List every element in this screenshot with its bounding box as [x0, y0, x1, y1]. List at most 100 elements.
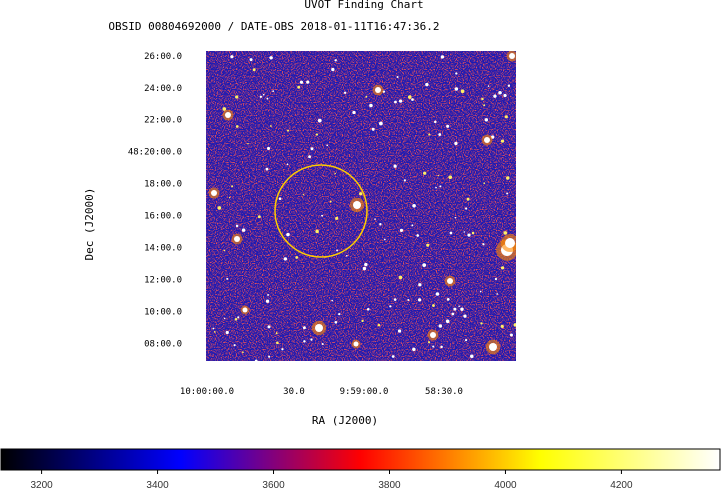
star [379, 223, 382, 226]
source-circle-marker [274, 164, 368, 258]
star [506, 176, 510, 180]
star [334, 172, 337, 175]
star [496, 293, 498, 295]
star [506, 192, 509, 195]
star [321, 214, 323, 217]
bright-star [505, 238, 515, 248]
star [223, 317, 226, 320]
star [391, 355, 395, 358]
star [396, 76, 399, 78]
star [365, 95, 368, 98]
star [241, 228, 246, 232]
star [237, 316, 240, 319]
star [500, 266, 505, 270]
star [281, 348, 284, 351]
star [480, 322, 483, 325]
star [411, 224, 414, 227]
star [487, 85, 490, 87]
star [269, 56, 273, 60]
y-tick-label: 26:00.0 [144, 52, 182, 62]
star [214, 331, 216, 333]
star [460, 307, 464, 311]
star [416, 234, 420, 237]
star [310, 338, 313, 341]
star [438, 133, 442, 136]
colorbar: 3200 3400 3600 3800 4000 4200 [0, 448, 721, 489]
bright-star [353, 201, 361, 209]
star [399, 228, 404, 232]
star [428, 133, 431, 136]
star [331, 299, 334, 302]
star [374, 218, 376, 220]
star [267, 325, 271, 329]
y-tick-label: 18:00.0 [144, 180, 182, 190]
star [411, 98, 414, 101]
y-axis-ticks: 26:00.0 24:00.0 22:00.0 48:20:00.0 18:00.0 16… [128, 52, 182, 350]
star [366, 307, 370, 311]
star [432, 304, 435, 307]
star [335, 216, 339, 220]
star [225, 330, 229, 335]
x-tick-label: 58:30.0 [425, 387, 463, 397]
star [503, 93, 507, 98]
star [267, 293, 270, 296]
star [331, 67, 335, 72]
star-field [208, 51, 516, 361]
star [233, 344, 236, 347]
star [329, 200, 332, 203]
star [362, 266, 367, 271]
star [483, 104, 486, 107]
colorbar-gradient [0, 448, 721, 471]
colorbar-tick-label: 3400 [146, 480, 169, 489]
star [265, 167, 269, 171]
star [377, 323, 381, 327]
star [235, 95, 239, 99]
star [326, 144, 329, 147]
colorbar-tick-label: 3600 [262, 480, 285, 489]
star [212, 327, 215, 330]
bright-star [225, 112, 231, 118]
bright-star [234, 236, 240, 242]
star [427, 341, 431, 344]
star [437, 174, 440, 177]
star [226, 277, 229, 280]
star [507, 84, 511, 87]
y-axis-label: Dec (J2000) [83, 188, 96, 261]
star [268, 355, 271, 358]
star [383, 238, 386, 241]
star [265, 299, 270, 303]
star [272, 90, 275, 92]
star [303, 340, 306, 343]
star [465, 207, 468, 210]
bright-star [489, 343, 497, 351]
bright-star [430, 332, 436, 338]
star [434, 120, 437, 124]
star [504, 115, 508, 119]
star [369, 103, 373, 108]
star [454, 216, 457, 219]
star [230, 55, 234, 59]
star [407, 95, 412, 99]
bright-star [211, 190, 217, 196]
star [235, 224, 239, 228]
star [359, 192, 363, 196]
star [393, 164, 397, 168]
star [247, 143, 249, 145]
colorbar-tick-label: 3800 [378, 480, 401, 489]
star [503, 231, 508, 235]
star [458, 305, 460, 308]
star [445, 319, 450, 324]
star [266, 146, 271, 151]
star [470, 354, 474, 359]
y-tick-label: 08:00.0 [144, 339, 182, 349]
star [308, 155, 311, 159]
star [394, 100, 397, 104]
star [275, 332, 278, 335]
star [463, 231, 466, 233]
star [513, 323, 516, 327]
star [417, 298, 422, 302]
star [494, 277, 498, 281]
star [500, 139, 505, 143]
y-tick-label: 10:00.0 [144, 307, 182, 317]
